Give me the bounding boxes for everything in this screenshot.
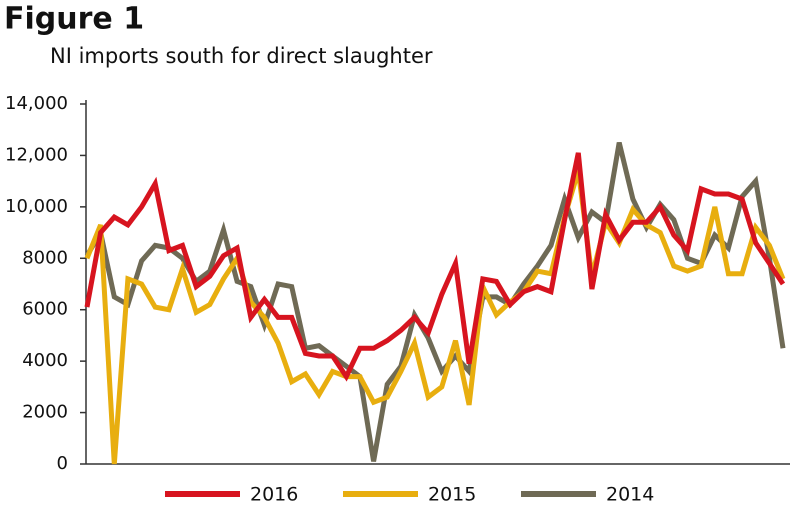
y-tick-label: 2000 xyxy=(22,402,68,423)
y-tick-label: 14,000 xyxy=(5,93,68,114)
y-tick-label: 12,000 xyxy=(5,144,68,165)
series-line xyxy=(84,152,786,382)
y-tick-label: 4000 xyxy=(22,350,68,371)
legend-label: 2016 xyxy=(250,484,298,506)
y-tick-label: 8000 xyxy=(22,247,68,268)
legend-label: 2014 xyxy=(606,484,654,506)
series-line xyxy=(84,142,786,462)
chart-subtitle: NI imports south for direct slaughter xyxy=(50,44,433,68)
y-tick-label: 0 xyxy=(57,453,68,474)
chart-title: Figure 1 xyxy=(4,2,144,37)
legend-label: 2015 xyxy=(428,484,476,506)
series-line xyxy=(84,170,786,465)
y-tick-label: 10,000 xyxy=(5,196,68,217)
y-tick-label: 6000 xyxy=(22,299,68,320)
